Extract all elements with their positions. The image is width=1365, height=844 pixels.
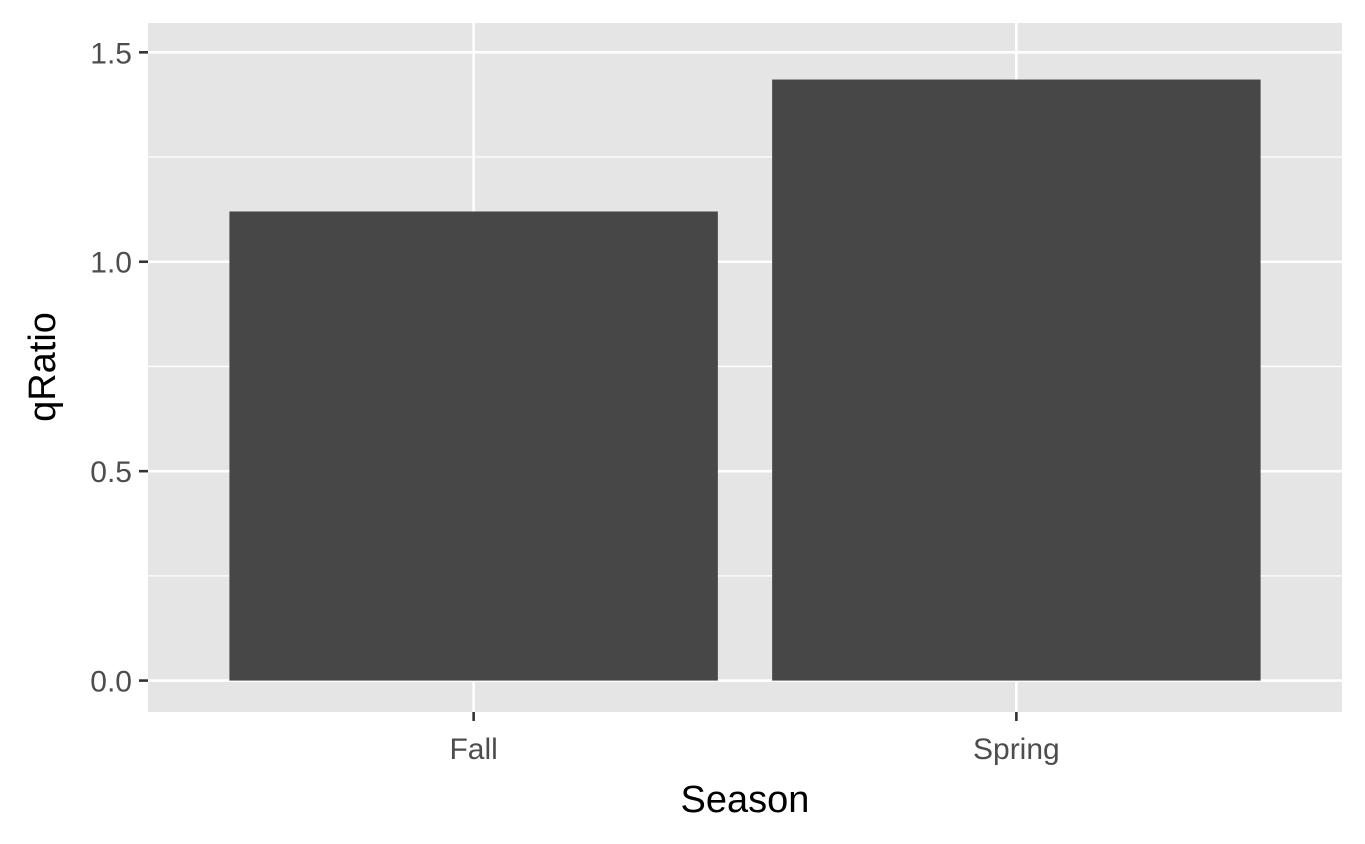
y-axis-title: qRatio [22, 312, 64, 422]
bar-fall [229, 211, 718, 681]
x-tick-label: Fall [449, 733, 497, 766]
y-tick-label: 0.5 [90, 456, 132, 489]
axes: 0.0 0.5 1.0 1.5 Fall Spring [90, 37, 1059, 766]
x-tick-label: Spring [973, 733, 1060, 766]
y-tick-label: 0.0 [90, 666, 132, 699]
y-tick-label: 1.0 [90, 247, 132, 280]
bars [229, 79, 1261, 681]
bar-spring [772, 79, 1261, 681]
y-tick-label: 1.5 [90, 37, 132, 70]
x-axis-title: Season [681, 779, 810, 821]
